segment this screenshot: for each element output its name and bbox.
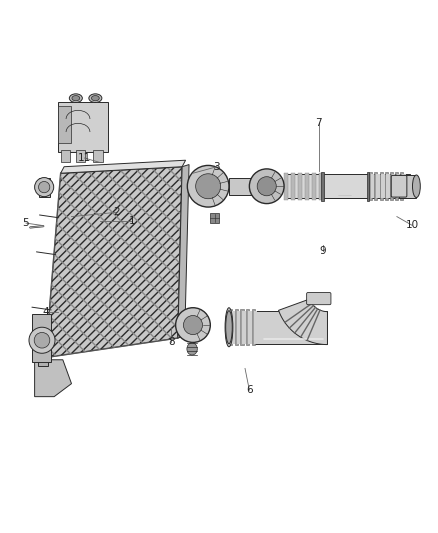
Circle shape (35, 177, 54, 197)
Text: 2: 2 (114, 207, 120, 217)
Polygon shape (395, 172, 398, 200)
Polygon shape (237, 311, 240, 344)
Text: 11: 11 (78, 153, 91, 163)
Polygon shape (284, 173, 288, 200)
Circle shape (187, 165, 229, 207)
Polygon shape (59, 102, 108, 151)
Circle shape (39, 181, 50, 193)
Text: 10: 10 (406, 220, 419, 230)
Ellipse shape (72, 95, 80, 101)
Polygon shape (254, 311, 257, 344)
FancyBboxPatch shape (210, 213, 219, 223)
Circle shape (176, 308, 210, 342)
Ellipse shape (413, 175, 420, 198)
Polygon shape (242, 311, 246, 344)
Polygon shape (229, 177, 253, 195)
FancyBboxPatch shape (307, 293, 331, 305)
Bar (60, 150, 70, 163)
Polygon shape (35, 360, 71, 397)
Polygon shape (46, 167, 182, 358)
Circle shape (184, 316, 202, 335)
Circle shape (257, 177, 276, 196)
Text: 3: 3 (213, 161, 220, 172)
Polygon shape (32, 314, 51, 362)
Text: 4: 4 (42, 307, 49, 317)
Polygon shape (229, 309, 233, 345)
Polygon shape (402, 174, 406, 198)
Text: 8: 8 (168, 337, 175, 348)
Circle shape (34, 333, 50, 348)
Polygon shape (367, 172, 369, 200)
Circle shape (29, 327, 55, 353)
Bar (76, 150, 85, 163)
Polygon shape (376, 174, 379, 198)
Polygon shape (284, 174, 410, 198)
Polygon shape (255, 311, 328, 344)
Polygon shape (305, 173, 309, 200)
Polygon shape (291, 173, 295, 200)
Polygon shape (248, 311, 251, 344)
Polygon shape (392, 174, 395, 198)
Polygon shape (400, 172, 403, 200)
Polygon shape (381, 174, 385, 198)
Polygon shape (178, 165, 189, 338)
Ellipse shape (92, 95, 99, 101)
Circle shape (196, 174, 221, 199)
Polygon shape (319, 173, 323, 200)
Polygon shape (59, 106, 71, 143)
Polygon shape (312, 173, 316, 200)
Polygon shape (385, 172, 388, 200)
Polygon shape (325, 174, 369, 198)
Text: 1: 1 (129, 216, 135, 226)
Polygon shape (298, 173, 302, 200)
Polygon shape (235, 309, 238, 345)
Text: 7: 7 (315, 118, 322, 128)
Polygon shape (399, 175, 417, 198)
Polygon shape (371, 174, 374, 198)
Ellipse shape (225, 308, 233, 347)
Polygon shape (246, 309, 249, 345)
Text: 6: 6 (246, 385, 253, 395)
Polygon shape (39, 177, 50, 197)
Polygon shape (379, 172, 382, 200)
Bar (93, 150, 103, 163)
Ellipse shape (187, 343, 197, 355)
Polygon shape (386, 174, 390, 198)
Polygon shape (240, 309, 244, 345)
Ellipse shape (89, 94, 102, 102)
Polygon shape (374, 172, 378, 200)
Text: 5: 5 (23, 218, 29, 228)
Ellipse shape (69, 94, 82, 102)
Polygon shape (60, 160, 186, 173)
FancyBboxPatch shape (391, 175, 407, 197)
Polygon shape (390, 172, 393, 200)
Polygon shape (279, 299, 328, 345)
Circle shape (249, 169, 284, 204)
Polygon shape (38, 356, 48, 366)
Polygon shape (231, 311, 235, 344)
Ellipse shape (226, 311, 232, 344)
Polygon shape (369, 172, 372, 200)
Polygon shape (397, 174, 400, 198)
Polygon shape (251, 309, 255, 345)
Polygon shape (321, 172, 325, 200)
Text: 9: 9 (320, 246, 326, 256)
